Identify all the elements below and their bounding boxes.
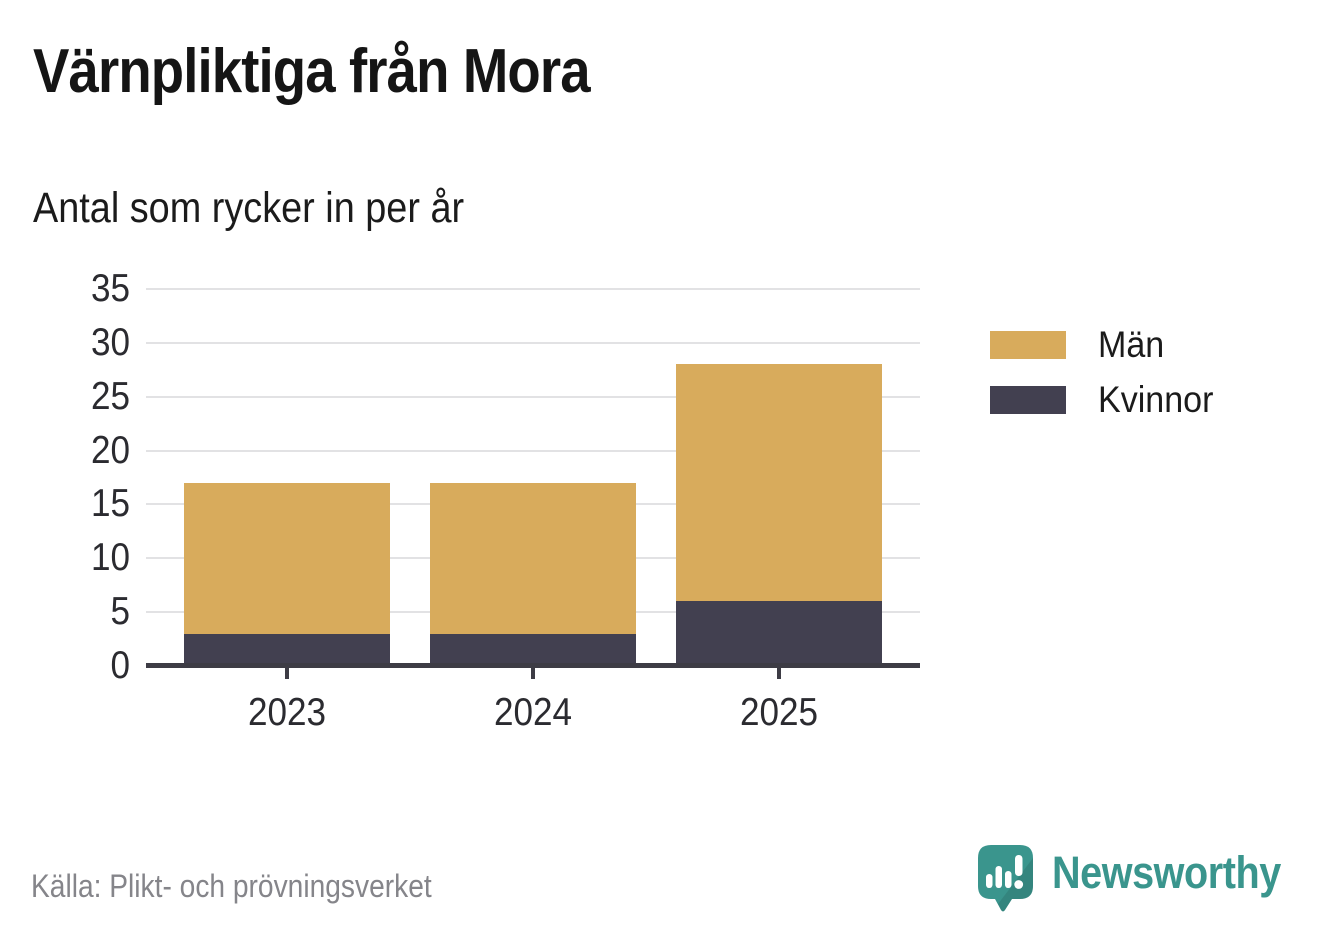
y-axis-label: 0	[110, 644, 130, 687]
legend-label: Män	[1098, 324, 1165, 365]
legend-label: Kvinnor	[1098, 379, 1214, 420]
y-axis-label: 20	[90, 428, 130, 472]
bar-segment-kvinnor-2024	[430, 633, 636, 666]
y-axis-label: 5	[110, 590, 130, 634]
x-axis-tick	[285, 666, 289, 679]
gridline	[146, 395, 920, 398]
x-axis-label: 2023	[247, 691, 327, 734]
legend: Män Kvinnor	[990, 324, 1223, 441]
x-axis-label: 2025	[739, 691, 819, 734]
legend-swatch	[990, 386, 1066, 414]
bar-segment-kvinnor-2025	[676, 601, 882, 666]
y-axis-label: 25	[90, 374, 130, 418]
y-axis-label: 30	[90, 320, 130, 364]
legend-swatch	[990, 331, 1066, 359]
bar-segment-män-2025	[676, 364, 882, 602]
x-axis-tick	[777, 666, 781, 679]
gridline	[146, 288, 920, 290]
y-axis-label: 35	[90, 267, 130, 310]
source-text: Källa: Plikt- och prövningsverket	[31, 868, 432, 904]
bar-segment-kvinnor-2023	[184, 633, 390, 666]
y-axis-label: 15	[90, 482, 130, 526]
plot-area: 2023 2024 2025	[146, 288, 920, 733]
y-axis-label: 10	[90, 536, 130, 580]
x-axis-line	[146, 663, 920, 668]
legend-item-kvinnor: Kvinnor	[990, 379, 1223, 420]
newsworthy-logo-icon	[978, 845, 1033, 912]
gridline	[146, 449, 920, 452]
gridline	[146, 341, 920, 344]
newsworthy-logo: Newsworthy	[978, 845, 1312, 913]
newsworthy-wordmark: Newsworthy	[1052, 847, 1281, 898]
x-axis-tick	[531, 666, 535, 679]
bar-segment-män-2023	[184, 482, 390, 634]
page-title: Värnpliktiga från Mora	[33, 37, 591, 106]
bar-segment-män-2024	[430, 482, 636, 634]
x-axis-label: 2024	[493, 691, 573, 734]
y-axis-labels: 0 5 10 15 20 25 30 35	[20, 269, 130, 686]
chart-subtitle: Antal som rycker in per år	[33, 184, 465, 232]
legend-item-män: Män	[990, 324, 1223, 365]
